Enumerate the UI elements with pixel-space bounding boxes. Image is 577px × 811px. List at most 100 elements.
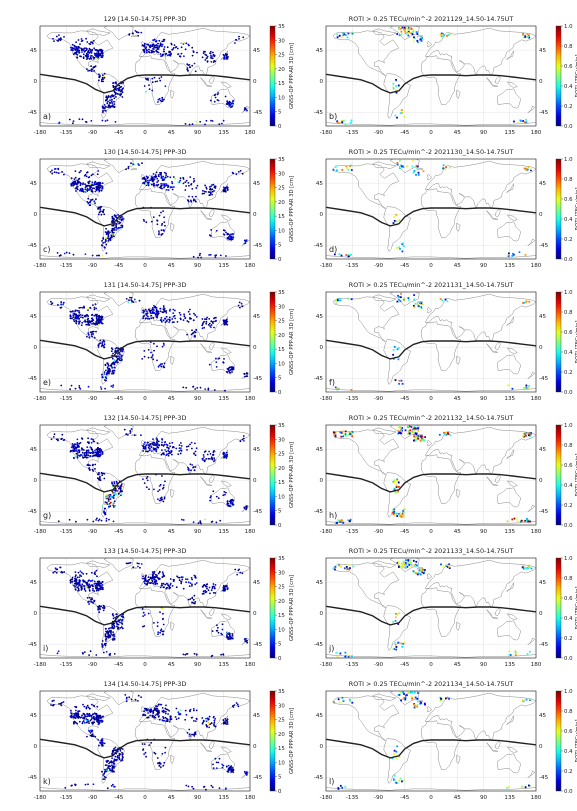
data-point bbox=[119, 487, 122, 489]
data-point bbox=[109, 231, 111, 234]
data-point bbox=[122, 218, 124, 220]
data-point bbox=[168, 316, 171, 319]
data-point bbox=[118, 356, 121, 358]
data-point bbox=[160, 171, 163, 174]
data-point bbox=[97, 739, 100, 741]
data-point bbox=[116, 220, 119, 223]
coastline bbox=[506, 316, 515, 326]
data-point bbox=[114, 121, 117, 123]
data-point bbox=[86, 335, 88, 338]
coastline bbox=[420, 454, 462, 504]
data-point bbox=[144, 317, 147, 320]
data-point bbox=[242, 437, 245, 440]
data-point bbox=[74, 580, 77, 583]
data-point bbox=[406, 565, 409, 568]
coastline bbox=[372, 161, 397, 169]
data-point bbox=[163, 98, 165, 101]
data-point bbox=[234, 568, 237, 571]
data-point bbox=[186, 578, 189, 581]
data-point bbox=[93, 583, 96, 585]
data-point bbox=[229, 635, 232, 638]
colorbar-tick-label: 25 bbox=[278, 53, 285, 59]
data-point bbox=[111, 638, 114, 640]
data-point bbox=[168, 587, 171, 590]
data-point bbox=[112, 617, 115, 620]
data-point bbox=[61, 437, 63, 440]
data-point bbox=[116, 495, 119, 497]
data-point bbox=[91, 317, 94, 320]
data-point bbox=[101, 373, 103, 376]
data-point bbox=[95, 519, 97, 521]
data-point bbox=[398, 246, 400, 249]
data-point bbox=[147, 580, 150, 583]
data-point bbox=[524, 34, 527, 37]
data-point bbox=[83, 713, 86, 716]
data-point bbox=[56, 652, 59, 655]
data-point bbox=[413, 427, 415, 430]
data-point bbox=[155, 308, 158, 311]
coastline bbox=[206, 85, 212, 87]
data-point bbox=[60, 704, 63, 707]
data-point bbox=[158, 97, 161, 100]
data-point bbox=[112, 369, 114, 372]
data-point bbox=[343, 432, 346, 435]
data-point bbox=[83, 320, 86, 323]
data-point bbox=[155, 313, 157, 315]
data-point bbox=[148, 309, 151, 312]
data-point bbox=[153, 442, 156, 444]
data-point bbox=[97, 184, 100, 187]
data-point bbox=[159, 611, 161, 613]
data-point bbox=[526, 168, 529, 171]
data-point bbox=[187, 43, 190, 46]
data-point bbox=[96, 442, 99, 445]
coastline bbox=[200, 742, 207, 751]
data-point bbox=[347, 519, 350, 522]
data-point bbox=[187, 321, 190, 323]
data-point bbox=[101, 316, 103, 319]
data-point bbox=[413, 294, 415, 296]
data-point bbox=[88, 324, 91, 326]
data-point bbox=[117, 623, 120, 626]
data-point bbox=[97, 723, 100, 725]
data-point bbox=[392, 648, 395, 650]
data-point bbox=[408, 559, 411, 561]
data-point bbox=[91, 713, 94, 716]
data-point bbox=[156, 621, 159, 624]
data-point bbox=[145, 444, 148, 446]
data-point bbox=[211, 320, 214, 323]
map-layer bbox=[326, 558, 536, 658]
data-point bbox=[152, 443, 154, 446]
data-point bbox=[83, 47, 86, 50]
data-point bbox=[87, 450, 90, 452]
data-point bbox=[113, 359, 116, 361]
data-point bbox=[97, 606, 99, 608]
data-point bbox=[416, 564, 419, 567]
data-point bbox=[402, 298, 405, 301]
data-point bbox=[62, 439, 65, 441]
data-point bbox=[143, 614, 146, 616]
data-point bbox=[395, 613, 397, 615]
data-point bbox=[109, 501, 112, 504]
coastline bbox=[130, 35, 138, 38]
x-tick-label: 45 bbox=[168, 263, 176, 269]
data-point bbox=[189, 317, 191, 319]
colorbar-label: ROTI [TECu/min] bbox=[575, 321, 577, 364]
data-point bbox=[212, 61, 215, 63]
y-tick-label-right: 0 bbox=[253, 212, 257, 218]
coastline bbox=[86, 560, 111, 568]
data-point bbox=[407, 34, 410, 37]
data-point bbox=[69, 317, 72, 320]
data-point bbox=[334, 434, 337, 437]
data-point bbox=[402, 562, 405, 564]
data-point bbox=[106, 630, 109, 632]
data-point bbox=[76, 722, 79, 725]
data-point bbox=[400, 296, 402, 299]
data-point bbox=[160, 183, 163, 185]
data-point bbox=[157, 440, 160, 443]
data-point bbox=[445, 564, 447, 566]
data-point bbox=[101, 74, 104, 77]
data-point bbox=[397, 84, 400, 87]
data-point bbox=[113, 637, 115, 640]
data-point bbox=[86, 51, 89, 54]
data-point bbox=[86, 201, 89, 203]
